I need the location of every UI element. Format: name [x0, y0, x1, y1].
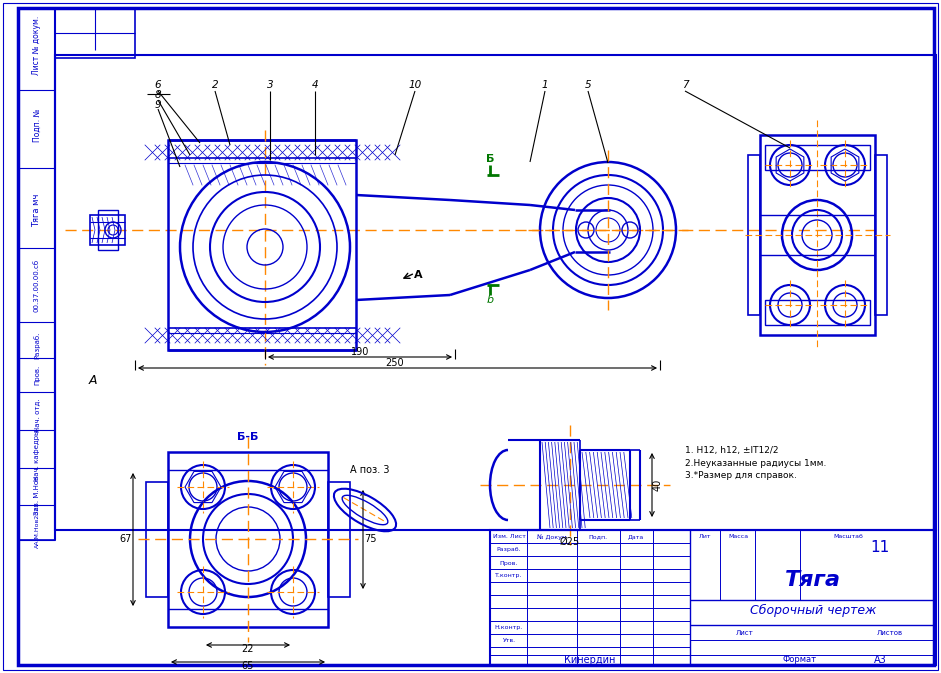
Text: Тяга мч: Тяга мч — [33, 193, 41, 227]
Text: A: A — [414, 270, 423, 280]
Text: Масса: Масса — [728, 534, 748, 540]
Text: Формат: Формат — [783, 656, 817, 664]
Text: 3.*Размер для справок.: 3.*Размер для справок. — [685, 472, 797, 481]
Text: 00.37.00.00.сб: 00.37.00.00.сб — [34, 258, 40, 312]
Text: 8: 8 — [154, 90, 161, 100]
Text: b: b — [486, 295, 494, 305]
Text: 75: 75 — [364, 534, 376, 544]
Bar — [55, 8, 135, 58]
Text: 40: 40 — [653, 479, 663, 491]
Text: Листов: Листов — [877, 630, 903, 636]
Text: Н.контр.: Н.контр. — [495, 625, 523, 631]
Text: А3: А3 — [873, 655, 886, 665]
Text: 67: 67 — [120, 534, 132, 544]
Text: 1. H12, h12, ±IT12/2: 1. H12, h12, ±IT12/2 — [685, 446, 778, 454]
Bar — [98, 210, 118, 250]
Bar — [875, 155, 887, 315]
Text: Нач. кафедры: Нач. кафедры — [34, 429, 40, 481]
Bar — [18, 8, 55, 540]
Text: 2: 2 — [212, 80, 218, 90]
Text: 11: 11 — [870, 540, 889, 555]
Text: 2.Неуказанные радиусы 1мм.: 2.Неуказанные радиусы 1мм. — [685, 458, 826, 468]
Bar — [168, 452, 328, 627]
Text: Нач. отд.: Нач. отд. — [34, 398, 40, 432]
Bar — [55, 55, 936, 530]
Text: Подп. №: Подп. № — [33, 108, 41, 142]
Text: Б: Б — [486, 154, 494, 164]
Text: Разраб.: Разраб. — [34, 331, 40, 359]
Text: Лист № докум.: Лист № докум. — [33, 15, 41, 75]
Bar — [328, 482, 350, 597]
Bar — [765, 300, 870, 325]
Text: 3: 3 — [266, 80, 273, 90]
Bar — [168, 140, 356, 350]
Text: АА.М.Нов2023: АА.М.Нов2023 — [35, 502, 40, 548]
Text: 9: 9 — [154, 100, 161, 110]
Bar — [765, 145, 870, 170]
Text: А поз. 3: А поз. 3 — [350, 465, 390, 475]
Text: Зав. М.Нов: Зав. М.Нов — [34, 475, 40, 515]
Text: Лит: Лит — [699, 534, 711, 540]
Text: Изм. Лист: Изм. Лист — [492, 534, 525, 540]
Text: 5: 5 — [584, 80, 591, 90]
Text: Ø25: Ø25 — [560, 537, 580, 547]
Bar — [748, 155, 760, 315]
Text: № Докум: № Докум — [537, 534, 566, 540]
Text: Лист: Лист — [736, 630, 754, 636]
Text: Утв.: Утв. — [502, 639, 516, 643]
Text: Масштаб: Масштаб — [833, 534, 863, 540]
Bar — [146, 482, 168, 597]
Text: 250: 250 — [386, 358, 405, 368]
Text: 1: 1 — [542, 80, 549, 90]
Text: Кинердин: Кинердин — [565, 655, 615, 665]
Text: Пров.: Пров. — [34, 365, 40, 385]
Text: Тяга: Тяга — [785, 570, 841, 590]
Text: 7: 7 — [681, 80, 688, 90]
Text: Дата: Дата — [628, 534, 645, 540]
Bar — [760, 135, 875, 335]
Bar — [490, 530, 936, 665]
Text: 65: 65 — [242, 661, 254, 671]
Text: 22: 22 — [242, 644, 254, 654]
Text: 6: 6 — [154, 80, 161, 90]
Text: 4: 4 — [311, 80, 318, 90]
Text: Т.контр.: Т.контр. — [495, 573, 522, 579]
Bar — [90, 215, 125, 245]
Text: Сборочный чертеж: Сборочный чертеж — [750, 604, 876, 616]
Text: 190: 190 — [351, 347, 369, 357]
Text: Пров.: Пров. — [500, 561, 518, 565]
Text: Разраб.: Разраб. — [497, 548, 521, 553]
Text: A: A — [88, 374, 97, 386]
Text: 10: 10 — [408, 80, 422, 90]
Text: Подп.: Подп. — [588, 534, 608, 540]
Text: Б-Б: Б-Б — [237, 432, 259, 442]
